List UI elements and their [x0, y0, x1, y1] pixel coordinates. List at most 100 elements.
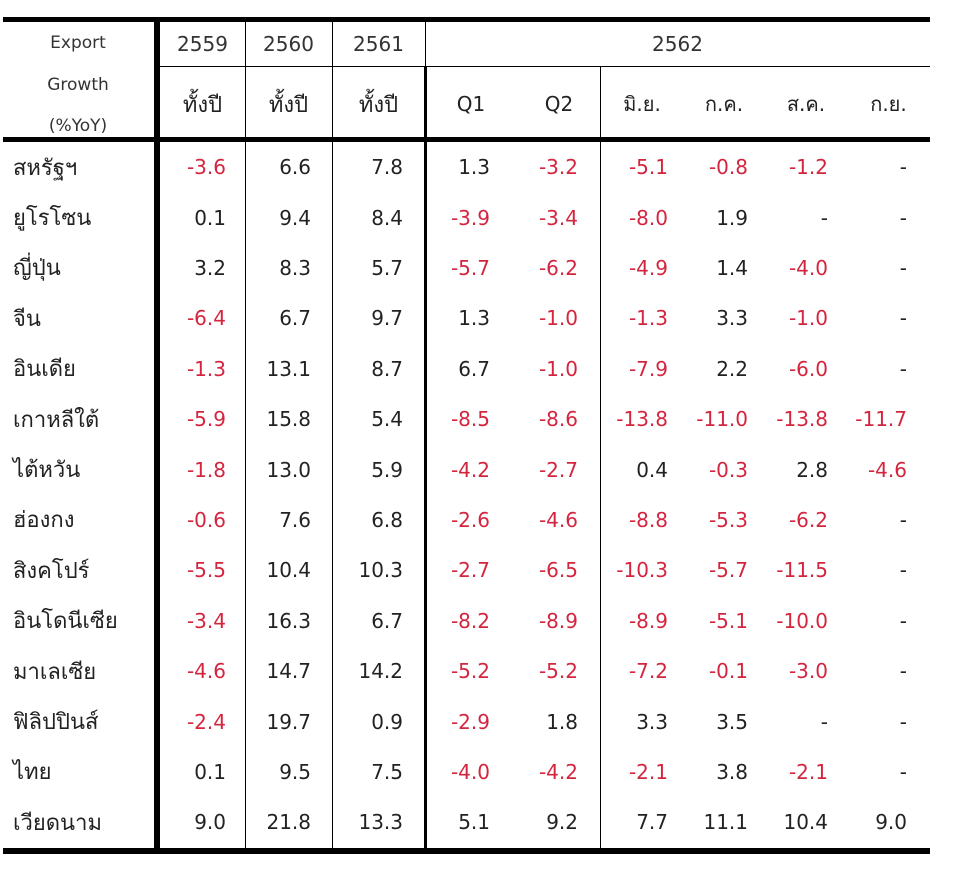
value-cell: 9.0 — [875, 810, 907, 835]
value-cell: - — [820, 205, 828, 230]
value-cell: 13.1 — [266, 356, 311, 381]
value-cell: 1.8 — [546, 709, 578, 734]
value-cell: -8.8 — [628, 507, 668, 532]
country-name: ยูโรโซน — [13, 206, 92, 232]
value-cell: - — [899, 709, 907, 734]
country-name: อินเดีย — [13, 357, 76, 383]
value-cell: -5.3 — [708, 507, 748, 532]
value-cell: 14.2 — [358, 659, 403, 684]
value-cell: 9.2 — [546, 810, 578, 835]
value-cell: -2.9 — [450, 709, 490, 734]
value-cell: 13.0 — [266, 457, 311, 482]
country-name: ฟิลิปปินส์ — [13, 710, 99, 736]
value-cell: -1.3 — [186, 356, 226, 381]
export-growth-table: Export Growth (%YoY) 2559 2560 2561 2562… — [3, 17, 930, 855]
col-divider-quarter-month — [600, 66, 601, 848]
sub-header-aug: ส.ค. — [786, 92, 826, 116]
value-cell: 8.4 — [371, 205, 403, 230]
value-cell: 3.2 — [194, 255, 226, 280]
value-cell: -1.8 — [186, 457, 226, 482]
value-cell: 7.6 — [279, 507, 311, 532]
value-cell: 3.3 — [716, 306, 748, 331]
value-cell: - — [820, 709, 828, 734]
value-cell: 5.7 — [371, 255, 403, 280]
col-divider-2561-2562-top — [425, 22, 426, 66]
value-cell: -3.4 — [186, 608, 226, 633]
value-cell: - — [899, 558, 907, 583]
value-cell: -4.6 — [867, 457, 907, 482]
country-name: มาเลเซีย — [13, 659, 97, 685]
col-divider-2561-2562 — [424, 66, 427, 848]
value-cell: -4.0 — [788, 255, 828, 280]
country-name: ไต้หวัน — [13, 458, 81, 484]
value-cell: -4.6 — [538, 507, 578, 532]
value-cell: -6.0 — [788, 356, 828, 381]
value-cell: 0.9 — [371, 709, 403, 734]
value-cell: - — [899, 759, 907, 784]
value-cell: -8.5 — [450, 407, 490, 432]
value-cell: 16.3 — [266, 608, 311, 633]
value-cell: -2.1 — [628, 759, 668, 784]
value-cell: 13.3 — [358, 810, 403, 835]
value-cell: - — [899, 507, 907, 532]
value-cell: 6.7 — [371, 608, 403, 633]
sub-header-q1: Q1 — [456, 92, 486, 116]
value-cell: 9.7 — [371, 306, 403, 331]
value-cell: 7.8 — [371, 155, 403, 180]
value-cell: -13.8 — [616, 407, 668, 432]
value-cell: 7.5 — [371, 759, 403, 784]
country-name: เวียดนาม — [13, 810, 102, 836]
value-cell: -7.9 — [628, 356, 668, 381]
value-cell: 3.3 — [636, 709, 668, 734]
country-name: ญี่ปุ่น — [13, 256, 61, 282]
value-cell: -4.9 — [628, 255, 668, 280]
value-cell: -13.8 — [776, 407, 828, 432]
value-cell: -8.9 — [538, 608, 578, 633]
value-cell: 21.8 — [266, 810, 311, 835]
value-cell: -6.2 — [538, 255, 578, 280]
value-cell: 5.1 — [458, 810, 490, 835]
value-cell: - — [899, 205, 907, 230]
value-cell: -5.9 — [186, 407, 226, 432]
value-cell: -8.6 — [538, 407, 578, 432]
corner-label-line-3: (%YoY) — [48, 116, 108, 136]
sub-header-2560-full-year: ทั้งปี — [268, 92, 309, 118]
country-name: ฮ่องกง — [13, 508, 75, 534]
value-cell: 0.1 — [194, 759, 226, 784]
sub-header-2559-full-year: ทั้งปี — [182, 92, 223, 118]
year-header-2560: 2560 — [263, 32, 314, 56]
value-cell: -0.8 — [708, 155, 748, 180]
value-cell: 1.3 — [458, 306, 490, 331]
value-cell: -11.7 — [855, 407, 907, 432]
value-cell: -5.7 — [708, 558, 748, 583]
value-cell: 1.9 — [716, 205, 748, 230]
value-cell: 1.4 — [716, 255, 748, 280]
country-name: สิงคโปร์ — [13, 558, 90, 584]
col-divider-2559-2560 — [245, 22, 246, 848]
country-name: อินโดนีเซีย — [13, 609, 118, 635]
value-cell: -4.6 — [186, 659, 226, 684]
value-cell: -0.6 — [186, 507, 226, 532]
value-cell: -2.4 — [186, 709, 226, 734]
value-cell: -1.0 — [538, 306, 578, 331]
value-cell: 5.4 — [371, 407, 403, 432]
value-cell: 0.4 — [636, 457, 668, 482]
value-cell: 6.6 — [279, 155, 311, 180]
value-cell: 2.2 — [716, 356, 748, 381]
value-cell: -1.0 — [788, 306, 828, 331]
year-header-2562: 2562 — [652, 32, 703, 56]
value-cell: -4.0 — [450, 759, 490, 784]
value-cell: 10.3 — [358, 558, 403, 583]
header-bottom-border — [3, 137, 930, 142]
value-cell: - — [899, 356, 907, 381]
value-cell: -11.0 — [696, 407, 748, 432]
value-cell: 9.4 — [279, 205, 311, 230]
value-cell: -4.2 — [450, 457, 490, 482]
value-cell: -6.5 — [538, 558, 578, 583]
value-cell: 5.9 — [371, 457, 403, 482]
value-cell: 19.7 — [266, 709, 311, 734]
value-cell: 7.7 — [636, 810, 668, 835]
value-cell: -0.1 — [708, 659, 748, 684]
value-cell: -3.6 — [186, 155, 226, 180]
value-cell: -2.7 — [450, 558, 490, 583]
